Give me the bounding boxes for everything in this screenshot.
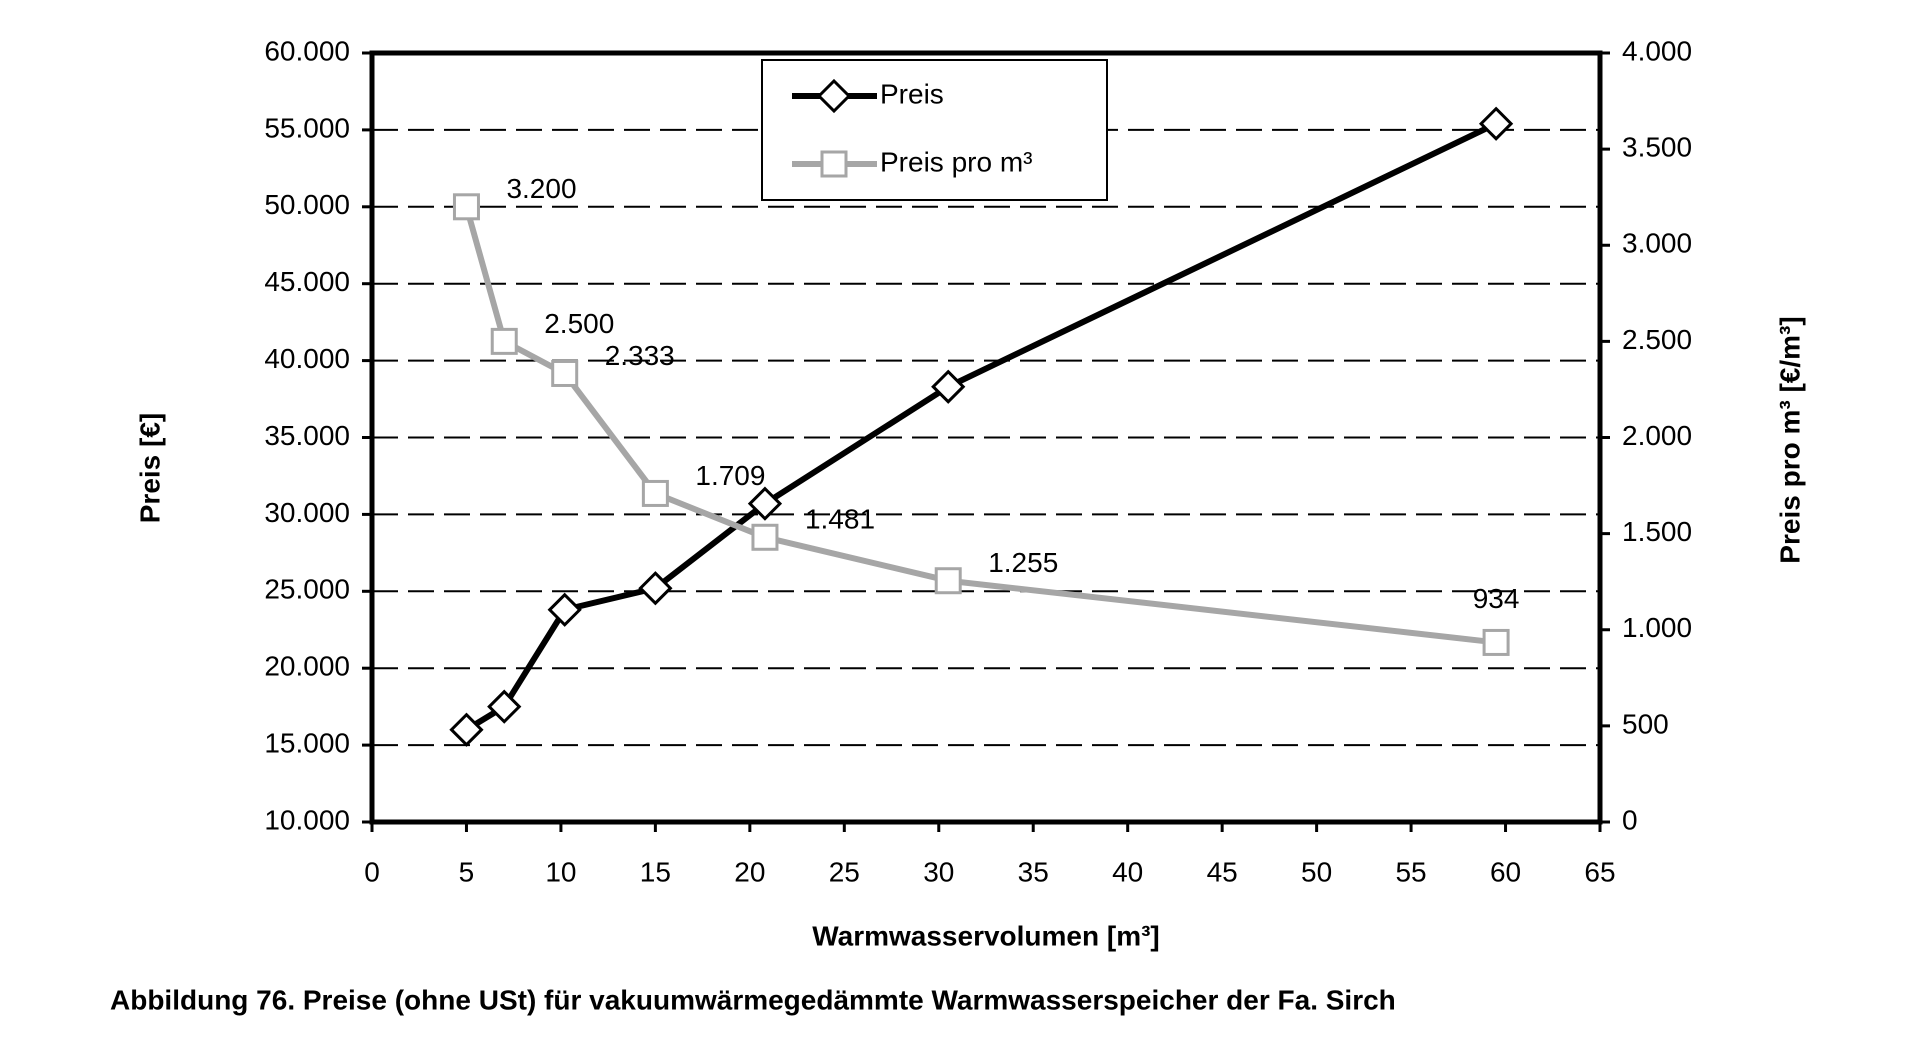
y2-tick-label: 2.500 (1622, 324, 1692, 355)
marker (641, 479, 669, 507)
y-tick-label: 55.000 (264, 112, 350, 143)
y-tick-label: 50.000 (264, 189, 350, 220)
legend-label: Preis pro m³ (880, 146, 1032, 177)
x-tick-label: 25 (829, 856, 860, 887)
marker (490, 327, 518, 355)
x-tick-label: 5 (459, 856, 475, 887)
y-tick-label: 20.000 (264, 651, 350, 682)
y-axis-title: Preis [€] (134, 413, 165, 524)
marker (1482, 628, 1510, 656)
x-tick-label: 20 (734, 856, 765, 887)
series-line (463, 205, 1497, 646)
y2-tick-label: 3.500 (1622, 132, 1692, 163)
y2-tick-label: 1.000 (1622, 612, 1692, 643)
data-label: 3.200 (506, 173, 576, 204)
data-label: 1.481 (805, 504, 875, 535)
marker (452, 193, 480, 221)
x-tick-label: 30 (923, 856, 954, 887)
series-line (464, 121, 1498, 733)
marker (638, 571, 673, 606)
y-tick-label: 45.000 (264, 266, 350, 297)
x-tick-label: 35 (1018, 856, 1049, 887)
y-tick-label: 25.000 (264, 574, 350, 605)
y2-tick-label: 2.000 (1622, 420, 1692, 451)
plot-frame (369, 50, 1603, 825)
caption: Abbildung 76. Preise (ohne USt) für vaku… (110, 984, 1396, 1015)
legend-box (761, 59, 1108, 201)
x-tick-label: 0 (364, 856, 380, 887)
legend: Preis Preis pro m³ (761, 59, 1108, 201)
x-tick-label: 40 (1112, 856, 1143, 887)
marker (820, 150, 848, 178)
y-tick-label: 15.000 (264, 727, 350, 758)
data-label: 1.255 (988, 547, 1058, 578)
y2-tick-label: 3.000 (1622, 228, 1692, 259)
marker (1478, 106, 1514, 141)
y2-tick-label: 0 (1622, 804, 1638, 835)
y2-tick-label: 500 (1622, 708, 1669, 739)
x-tick-label: 45 (1207, 856, 1238, 887)
y2-tick-label: 1.500 (1622, 516, 1692, 547)
x-tick-label: 10 (545, 856, 576, 887)
y2-axis-title: Preis pro m³ [€/m³] (1774, 316, 1805, 563)
x-tick-label: 55 (1395, 856, 1426, 887)
marker (547, 592, 582, 627)
marker (934, 567, 962, 595)
marker (551, 359, 579, 387)
data-label: 2.500 (544, 308, 614, 339)
y-tick-label: 40.000 (264, 343, 350, 374)
x-axis-title: Warmwasservolumen [m³] (812, 920, 1160, 951)
marker (487, 689, 522, 724)
x-tick-label: 65 (1584, 856, 1615, 887)
x-tick-label: 60 (1490, 856, 1521, 887)
y-tick-label: 30.000 (264, 497, 350, 528)
legend-label: Preis (880, 78, 944, 109)
y-tick-label: 35.000 (264, 420, 350, 451)
y-tick-label: 10.000 (264, 804, 350, 835)
marker (816, 78, 852, 114)
data-label: 1.709 (695, 460, 765, 491)
marker (931, 369, 966, 404)
data-label: 2.333 (605, 340, 675, 371)
x-tick-label: 50 (1301, 856, 1332, 887)
marker (751, 523, 779, 551)
marker (747, 486, 783, 521)
y-tick-label: 60.000 (264, 35, 350, 66)
x-tick-label: 15 (640, 856, 671, 887)
data-label: 934 (1473, 583, 1520, 614)
y2-tick-label: 4.000 (1622, 35, 1692, 66)
marker (449, 712, 484, 747)
